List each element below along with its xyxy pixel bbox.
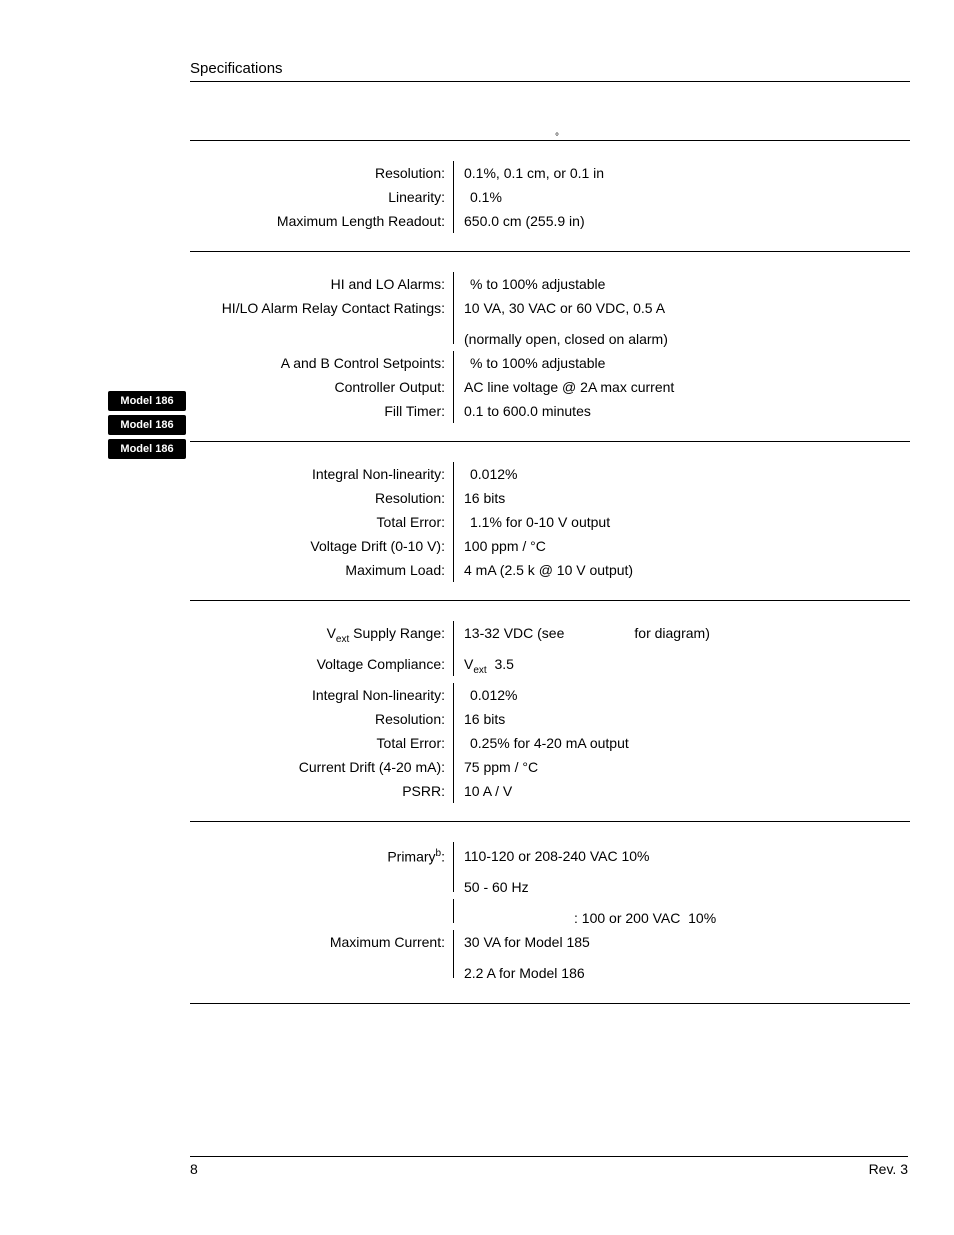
spec-row: (normally open, closed on alarm) bbox=[190, 320, 910, 351]
spec-label: Maximum Current: bbox=[190, 930, 454, 954]
spec-value: % to 100% adjustable bbox=[454, 351, 910, 375]
spec-value: 0.1%, 0.1 cm, or 0.1 in bbox=[454, 161, 910, 185]
spec-row: Resolution:16 bits bbox=[190, 486, 910, 510]
spec-section: Vext Supply Range:13-32 VDC (seefor diag… bbox=[190, 600, 910, 821]
spec-value: 110-120 or 208-240 VAC 10% bbox=[454, 844, 910, 868]
spec-label: Voltage Compliance: bbox=[190, 652, 454, 676]
spec-row: PSRR:10 A / V bbox=[190, 779, 910, 803]
page-number: 8 bbox=[190, 1161, 198, 1177]
spec-label: HI and LO Alarms: bbox=[190, 272, 454, 296]
spec-row: Fill Timer:0.1 to 600.0 minutes bbox=[190, 399, 910, 423]
spec-value: 13-32 VDC (seefor diagram) bbox=[454, 621, 910, 645]
spec-label: PSRR: bbox=[190, 779, 454, 803]
spec-row: Controller Output:AC line voltage @ 2A m… bbox=[190, 375, 910, 399]
spec-row: Integral Non-linearity:0.012% bbox=[190, 683, 910, 707]
spec-row: Total Error:1.1% for 0-10 V output bbox=[190, 510, 910, 534]
spec-label bbox=[190, 954, 454, 978]
spec-section: HI and LO Alarms:% to 100% adjustableHI/… bbox=[190, 251, 910, 441]
spec-value: 50 - 60 Hz bbox=[454, 875, 910, 899]
spec-value: 10 A / V bbox=[454, 779, 910, 803]
spec-row: A and B Control Setpoints:% to 100% adju… bbox=[190, 351, 910, 375]
spec-label bbox=[190, 868, 454, 892]
spec-label: Integral Non-linearity: bbox=[190, 683, 454, 707]
spec-label bbox=[190, 899, 454, 923]
spec-row: Voltage Compliance:Vext 3.5 bbox=[190, 652, 910, 683]
spec-label: Resolution: bbox=[190, 486, 454, 510]
degree-symbol: ° bbox=[555, 132, 559, 143]
spec-value: Vext 3.5 bbox=[454, 652, 910, 683]
spec-value: : 100 or 200 VAC 10% bbox=[454, 906, 910, 930]
spec-row: Maximum Length Readout:650.0 cm (255.9 i… bbox=[190, 209, 910, 233]
spec-row: Integral Non-linearity:0.012% bbox=[190, 462, 910, 486]
spec-label bbox=[190, 320, 454, 344]
spec-row: Primaryb:110-120 or 208-240 VAC 10% bbox=[190, 842, 910, 869]
spec-value: (normally open, closed on alarm) bbox=[454, 327, 910, 351]
spec-value: 75 ppm / °C bbox=[454, 755, 910, 779]
spec-label: HI/LO Alarm Relay Contact Ratings: bbox=[190, 296, 454, 320]
spec-value: 650.0 cm (255.9 in) bbox=[454, 209, 910, 233]
spec-row: Resolution:16 bits bbox=[190, 707, 910, 731]
spec-value: 16 bits bbox=[454, 707, 910, 731]
spec-label: Vext Supply Range: bbox=[190, 621, 454, 652]
spec-label: Controller Output: bbox=[190, 375, 454, 399]
spec-label: Fill Timer: bbox=[190, 399, 454, 423]
revision-label: Rev. 3 bbox=[869, 1161, 908, 1177]
spec-label: Total Error: bbox=[190, 731, 454, 755]
spec-value: 0.25% for 4-20 mA output bbox=[454, 731, 910, 755]
spec-sections: Resolution:0.1%, 0.1 cm, or 0.1 inLinear… bbox=[190, 140, 910, 1004]
page-footer: 8 Rev. 3 bbox=[190, 1156, 908, 1177]
spec-value: 10 VA, 30 VAC or 60 VDC, 0.5 A bbox=[454, 296, 910, 320]
model-badge: Model 186 bbox=[108, 439, 186, 459]
model-badges: Model 186 Model 186 Model 186 bbox=[108, 391, 186, 463]
spec-value: 1.1% for 0-10 V output bbox=[454, 510, 910, 534]
spec-row: Voltage Drift (0-10 V):100 ppm / °C bbox=[190, 534, 910, 558]
model-badge: Model 186 bbox=[108, 391, 186, 411]
spec-label: Total Error: bbox=[190, 510, 454, 534]
spec-label: Resolution: bbox=[190, 161, 454, 185]
spec-value: 30 VA for Model 185 bbox=[454, 930, 910, 954]
spec-value: 16 bits bbox=[454, 486, 910, 510]
spec-row: HI and LO Alarms:% to 100% adjustable bbox=[190, 272, 910, 296]
spec-row: : 100 or 200 VAC 10% bbox=[190, 899, 910, 930]
spec-value: 4 mA (2.5 k @ 10 V output) bbox=[454, 558, 910, 582]
spec-label: Voltage Drift (0-10 V): bbox=[190, 534, 454, 558]
spec-row: Resolution:0.1%, 0.1 cm, or 0.1 in bbox=[190, 161, 910, 185]
spec-value: AC line voltage @ 2A max current bbox=[454, 375, 910, 399]
spec-value: 2.2 A for Model 186 bbox=[454, 961, 910, 985]
spec-label: Maximum Length Readout: bbox=[190, 209, 454, 233]
spec-section: Integral Non-linearity:0.012%Resolution:… bbox=[190, 441, 910, 600]
spec-row: HI/LO Alarm Relay Contact Ratings:10 VA,… bbox=[190, 296, 910, 320]
spec-label: Integral Non-linearity: bbox=[190, 462, 454, 486]
spec-row: 2.2 A for Model 186 bbox=[190, 954, 910, 985]
spec-row: Total Error:0.25% for 4-20 mA output bbox=[190, 731, 910, 755]
spec-value: 0.1% bbox=[454, 185, 910, 209]
spec-label: Primaryb: bbox=[190, 842, 454, 869]
spec-label: Maximum Load: bbox=[190, 558, 454, 582]
spec-value: 0.012% bbox=[454, 462, 910, 486]
spec-row: Maximum Load:4 mA (2.5 k @ 10 V output) bbox=[190, 558, 910, 582]
model-badge: Model 186 bbox=[108, 415, 186, 435]
page-header: Specifications bbox=[190, 60, 910, 82]
spec-label: Resolution: bbox=[190, 707, 454, 731]
spec-value: % to 100% adjustable bbox=[454, 272, 910, 296]
spec-row: Maximum Current:30 VA for Model 185 bbox=[190, 930, 910, 954]
spec-value: 0.012% bbox=[454, 683, 910, 707]
spec-section: Primaryb:110-120 or 208-240 VAC 10% 50 - … bbox=[190, 821, 910, 1005]
spec-row: 50 - 60 Hz bbox=[190, 868, 910, 899]
spec-row: Linearity:0.1% bbox=[190, 185, 910, 209]
spec-label: Current Drift (4-20 mA): bbox=[190, 755, 454, 779]
spec-section: Resolution:0.1%, 0.1 cm, or 0.1 inLinear… bbox=[190, 140, 910, 251]
spec-value: 100 ppm / °C bbox=[454, 534, 910, 558]
spec-row: Current Drift (4-20 mA):75 ppm / °C bbox=[190, 755, 910, 779]
spec-row: Vext Supply Range:13-32 VDC (seefor diag… bbox=[190, 621, 910, 652]
spec-value: 0.1 to 600.0 minutes bbox=[454, 399, 910, 423]
spec-label: A and B Control Setpoints: bbox=[190, 351, 454, 375]
spec-label: Linearity: bbox=[190, 185, 454, 209]
